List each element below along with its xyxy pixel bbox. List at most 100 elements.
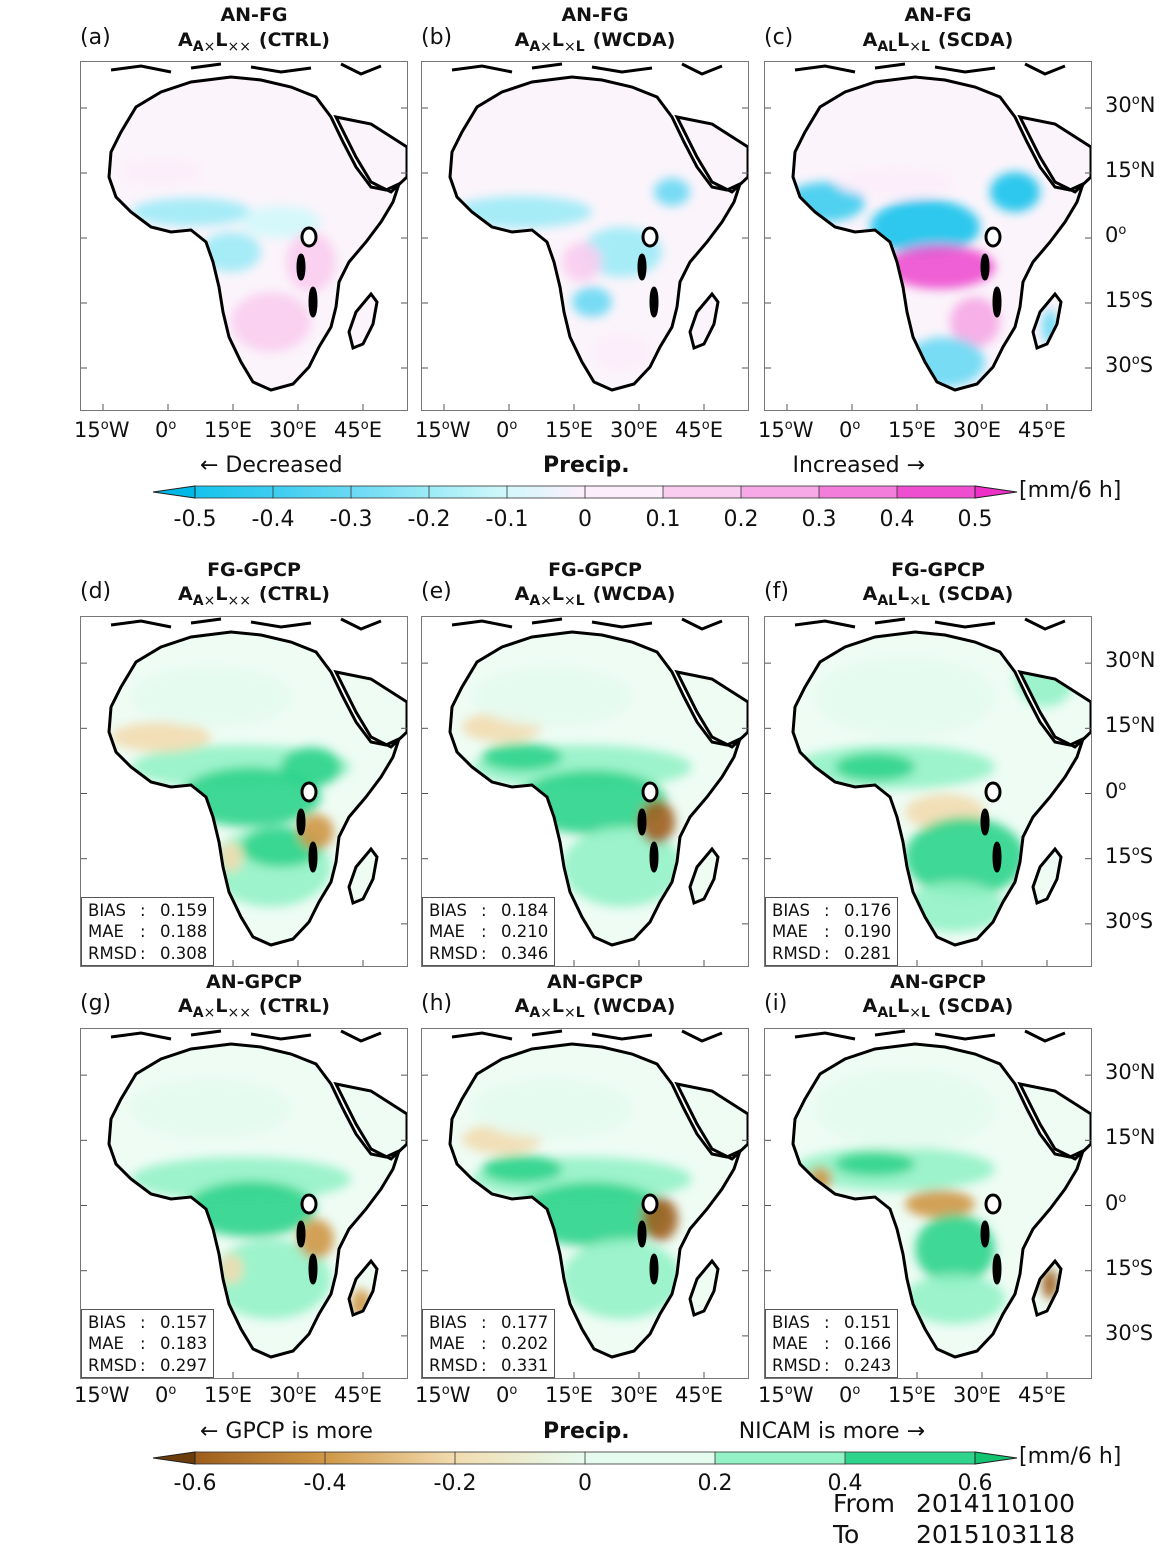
stat-value-mae: 0.210 [501, 922, 549, 941]
map-frame: BIAS:0.177 MAE:0.202 RMSD:0.331 [421, 1028, 749, 1379]
madagascar-coastline [347, 291, 379, 351]
subtitle-part: L [920, 1005, 930, 1021]
map-svg [81, 62, 407, 410]
subtitle-part: A [529, 1005, 541, 1021]
arabia-coastline [1017, 669, 1091, 749]
precip-anomaly-cell [351, 637, 407, 677]
lon-tick-label: 15oW [74, 418, 130, 442]
lake-outline [637, 1220, 647, 1248]
lon-tick-label: 45oE [334, 1383, 382, 1407]
stat-value-rmsd: 0.243 [844, 1355, 892, 1375]
stat-value-rmsd: 0.346 [501, 943, 549, 963]
colorbar-tick-label: -0.2 [407, 507, 451, 532]
subtitle-part: L [920, 39, 930, 55]
colorbar-segment [584, 485, 664, 499]
arabia-coastline [674, 669, 748, 749]
stat-value-mae: 0.188 [160, 922, 208, 941]
colorbar-tick-label: -0.2 [433, 1471, 477, 1496]
lat-tick-label: 15oS [1105, 1255, 1154, 1280]
stat-separator: : [824, 1312, 830, 1332]
europe-coastline [451, 62, 723, 76]
lon-tick-label: 0o [155, 418, 177, 442]
colorbar-right-label: NICAM is more → [738, 1419, 925, 1444]
map-svg [765, 1029, 1091, 1378]
lon-tick-label: 0o [839, 1383, 861, 1407]
panel-letter: (d) [80, 579, 112, 604]
colorbar-tick-label: 0 [578, 1471, 592, 1496]
arabia-coastline [1017, 1081, 1091, 1161]
stat-label: RMSD [88, 943, 137, 963]
colorbar-low-arrow [152, 485, 196, 499]
subtitle-part: × [203, 1005, 216, 1021]
precip-anomaly-cell [186, 1181, 316, 1237]
lat-tick-label: 15oN [1105, 1125, 1156, 1150]
colorbar-tick-label: 0.4 [879, 507, 915, 532]
lat-tick-label: 0o [1105, 1190, 1127, 1215]
colorbar-segment [506, 485, 586, 499]
experiment-label: (CTRL) [258, 29, 330, 51]
stat-label: RMSD [772, 1355, 821, 1375]
colorbar-tick-label: -0.4 [251, 507, 295, 532]
stat-separator: : [140, 943, 146, 963]
madagascar-coastline [1031, 1258, 1063, 1318]
subtitle-part: A [514, 583, 530, 605]
stat-value-bias: 0.176 [844, 900, 892, 920]
madagascar-coastline [347, 846, 379, 906]
subtitle-part: L [920, 593, 930, 609]
lon-tick-label: 15oE [888, 418, 936, 442]
lon-tick-label: 15oW [758, 1383, 814, 1407]
lon-tick-label: 45oE [1018, 418, 1066, 442]
subtitle-part: L [551, 995, 564, 1017]
stat-separator: : [140, 1334, 146, 1353]
map-frame: BIAS:0.184 MAE:0.210 RMSD:0.346 [421, 616, 749, 967]
lat-tick-label: 15oN [1105, 713, 1156, 738]
subtitle-part: L [897, 995, 910, 1017]
stat-separator: : [481, 922, 487, 941]
precip-anomaly-cell [815, 657, 995, 737]
arabia-coastline [333, 114, 407, 194]
subtitle-part: × [909, 593, 921, 609]
precip-anomaly-cell [346, 1044, 407, 1084]
precip-anomaly-cell [472, 1079, 632, 1139]
colorbar-tick-label: -0.3 [329, 507, 373, 532]
africa-coastline [107, 630, 402, 947]
panel-title: AN-GPCP [890, 971, 986, 993]
stat-label: MAE [429, 922, 465, 941]
precip-anomaly-cell [482, 743, 562, 771]
colorbar-tick-label: -0.5 [173, 507, 217, 532]
panel-title: FG-GPCP [207, 559, 301, 581]
colorbar-right-label: Increased → [792, 453, 926, 478]
stat-label: MAE [772, 1334, 808, 1353]
stat-value-mae: 0.202 [501, 1334, 549, 1353]
precip-anomaly-cell [131, 1079, 291, 1139]
panel-title: FG-GPCP [891, 559, 985, 581]
subtitle-part: A [192, 1005, 204, 1021]
arabia-coastline [674, 1081, 748, 1161]
lat-tick-label: 30oS [1105, 1320, 1154, 1345]
colorbar-unit: [mm/6 h] [1019, 1444, 1122, 1469]
arabia-coastline [1017, 114, 1091, 194]
panel-subtitle: AALL×L (SCDA) [768, 995, 1108, 1021]
precip-anomaly-cell [482, 1155, 562, 1183]
map-svg [765, 62, 1091, 410]
map-svg [422, 617, 748, 966]
lon-tick-label: 15oE [204, 418, 252, 442]
stat-label: BIAS [429, 900, 467, 920]
land-base [450, 77, 748, 390]
stat-separator: : [824, 1334, 830, 1353]
lon-tick-label: 30oE [269, 1383, 317, 1407]
panel-title: AN-FG [904, 4, 972, 26]
lon-tick-label: 30oE [953, 418, 1001, 442]
lon-tick-label: 15oE [545, 1383, 593, 1407]
subtitle-part: × [227, 1005, 240, 1021]
colorbar-tick-label: -0.1 [485, 507, 529, 532]
colorbar-segment [740, 485, 820, 499]
panel-letter: (i) [764, 991, 788, 1016]
subtitle-part: × [564, 1005, 576, 1021]
colorbar-segment [454, 1451, 586, 1465]
panel-subtitle: AA×L×L (WCDA) [425, 29, 765, 55]
madagascar-coastline [688, 291, 720, 351]
experiment-label: (CTRL) [258, 995, 330, 1017]
subtitle-part: × [540, 39, 552, 55]
stat-value-rmsd: 0.331 [501, 1355, 549, 1375]
